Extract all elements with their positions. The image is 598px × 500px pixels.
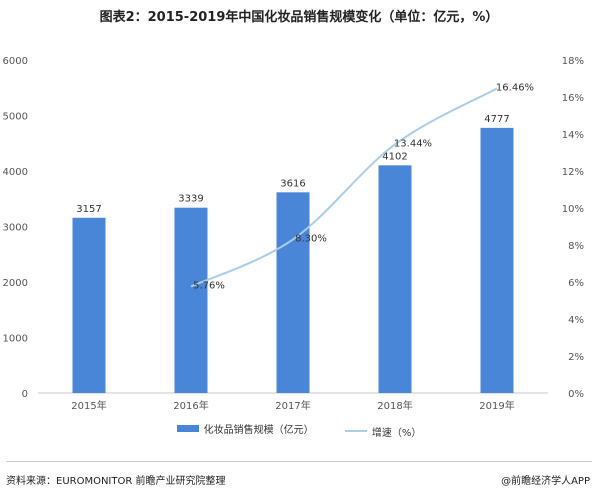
y-right-tick-label: 8%	[568, 241, 584, 252]
y-left-tick-label: 6000	[3, 56, 28, 67]
y-left-tick-label: 3000	[3, 223, 28, 234]
source-note: 资料来源：EUROMONITOR 前瞻产业研究院整理	[6, 476, 226, 487]
line-value-label: 5.76%	[193, 280, 225, 291]
x-tick-label: 2019年	[479, 399, 514, 412]
credit-note: @前瞻经济学人APP	[501, 476, 590, 487]
legend-swatch-line	[344, 430, 367, 432]
bar-value-label: 4102	[382, 151, 407, 162]
y-right-tick-label: 12%	[562, 167, 584, 178]
y-left-tick-label: 5000	[3, 112, 28, 123]
x-tick-label: 2015年	[71, 399, 106, 412]
line-value-label: 8.30%	[295, 233, 327, 244]
y-right-tick-label: 14%	[562, 130, 584, 141]
y-right-tick-label: 6%	[568, 278, 584, 289]
line-value-label: 16.46%	[496, 82, 534, 93]
legend-swatch-bar	[176, 425, 199, 432]
x-tick-label: 2016年	[173, 399, 208, 412]
y-right-tick-label: 10%	[562, 204, 584, 215]
legend-item-bar: 化妆品销售规模（亿元）	[176, 421, 314, 436]
y-right-tick-label: 0%	[568, 389, 584, 400]
y-right-tick-label: 16%	[562, 93, 584, 104]
bar-value-label: 3157	[76, 204, 101, 215]
bar	[480, 127, 514, 394]
bar-value-label: 3616	[280, 178, 305, 189]
chart-title: 图表2：2015-2019年中国化妆品销售规模变化（单位：亿元，%）	[99, 10, 499, 25]
y-left-tick-label: 4000	[3, 167, 28, 178]
line-value-label: 13.44%	[394, 138, 432, 149]
x-tick-label: 2018年	[377, 399, 412, 412]
bar	[276, 192, 310, 393]
y-right-tick-label: 18%	[562, 56, 584, 67]
y-right-tick-label: 2%	[568, 352, 584, 363]
footer-divider	[6, 461, 592, 462]
x-tick-label: 2017年	[275, 399, 310, 412]
bar	[174, 207, 208, 393]
legend-label-line: 增速（%）	[371, 427, 422, 439]
legend-label-bar: 化妆品销售规模（亿元）	[203, 425, 314, 436]
bar	[72, 217, 106, 393]
legend: 化妆品销售规模（亿元） 增速（%）	[0, 421, 598, 439]
y-left-tick-label: 1000	[3, 334, 28, 345]
bar	[378, 165, 412, 393]
legend-item-line: 增速（%）	[344, 424, 422, 439]
y-left-tick-label: 2000	[3, 278, 28, 289]
growth-line	[190, 87, 498, 288]
bar-value-label: 3339	[178, 194, 203, 205]
y-right-tick-label: 4%	[568, 315, 584, 326]
y-left-tick-label: 0	[22, 389, 28, 400]
bar-value-label: 4777	[484, 114, 509, 125]
